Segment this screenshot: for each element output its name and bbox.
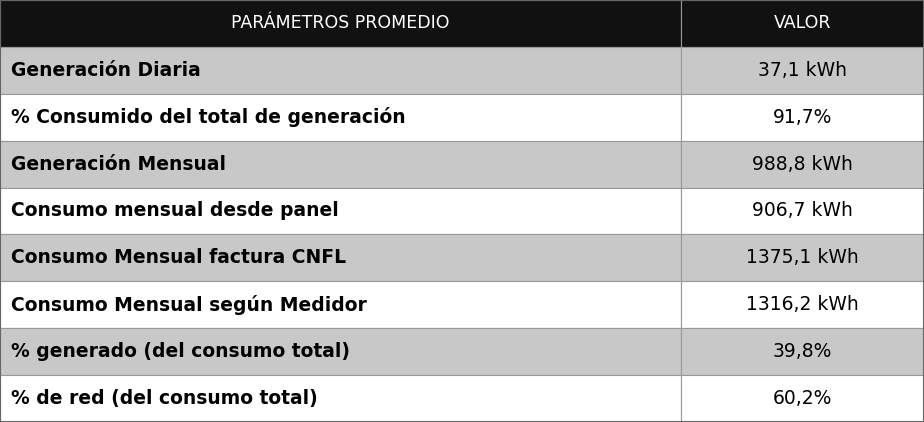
Text: 988,8 kWh: 988,8 kWh: [752, 154, 853, 173]
Bar: [0, 141, 681, 187]
Bar: [0, 47, 681, 94]
Bar: [0, 0, 681, 47]
Bar: [0, 94, 681, 141]
Bar: [0, 187, 681, 235]
Bar: [681, 0, 924, 47]
Text: VALOR: VALOR: [773, 14, 832, 32]
Text: 1375,1 kWh: 1375,1 kWh: [746, 249, 859, 268]
Text: 1316,2 kWh: 1316,2 kWh: [746, 295, 859, 314]
Text: Generación Mensual: Generación Mensual: [11, 154, 226, 173]
Bar: [681, 141, 924, 187]
Text: 91,7%: 91,7%: [772, 108, 833, 127]
Bar: [681, 281, 924, 328]
Text: % Consumido del total de generación: % Consumido del total de generación: [11, 107, 406, 127]
Bar: [0, 328, 681, 375]
Text: Consumo Mensual factura CNFL: Consumo Mensual factura CNFL: [11, 249, 346, 268]
Bar: [681, 328, 924, 375]
Bar: [681, 375, 924, 422]
Text: PARÁMETROS PROMEDIO: PARÁMETROS PROMEDIO: [231, 14, 450, 32]
Text: 906,7 kWh: 906,7 kWh: [752, 201, 853, 221]
Text: Consumo mensual desde panel: Consumo mensual desde panel: [11, 201, 339, 221]
Bar: [681, 235, 924, 281]
Text: Consumo Mensual según Medidor: Consumo Mensual según Medidor: [11, 295, 367, 315]
Text: 39,8%: 39,8%: [772, 342, 833, 361]
Text: 60,2%: 60,2%: [772, 389, 833, 408]
Text: % generado (del consumo total): % generado (del consumo total): [11, 342, 350, 361]
Text: Generación Diaria: Generación Diaria: [11, 61, 201, 80]
Text: 37,1 kWh: 37,1 kWh: [758, 61, 847, 80]
Bar: [681, 187, 924, 235]
Bar: [0, 375, 681, 422]
Bar: [0, 281, 681, 328]
Text: % de red (del consumo total): % de red (del consumo total): [11, 389, 318, 408]
Bar: [681, 94, 924, 141]
Bar: [681, 47, 924, 94]
Bar: [0, 235, 681, 281]
